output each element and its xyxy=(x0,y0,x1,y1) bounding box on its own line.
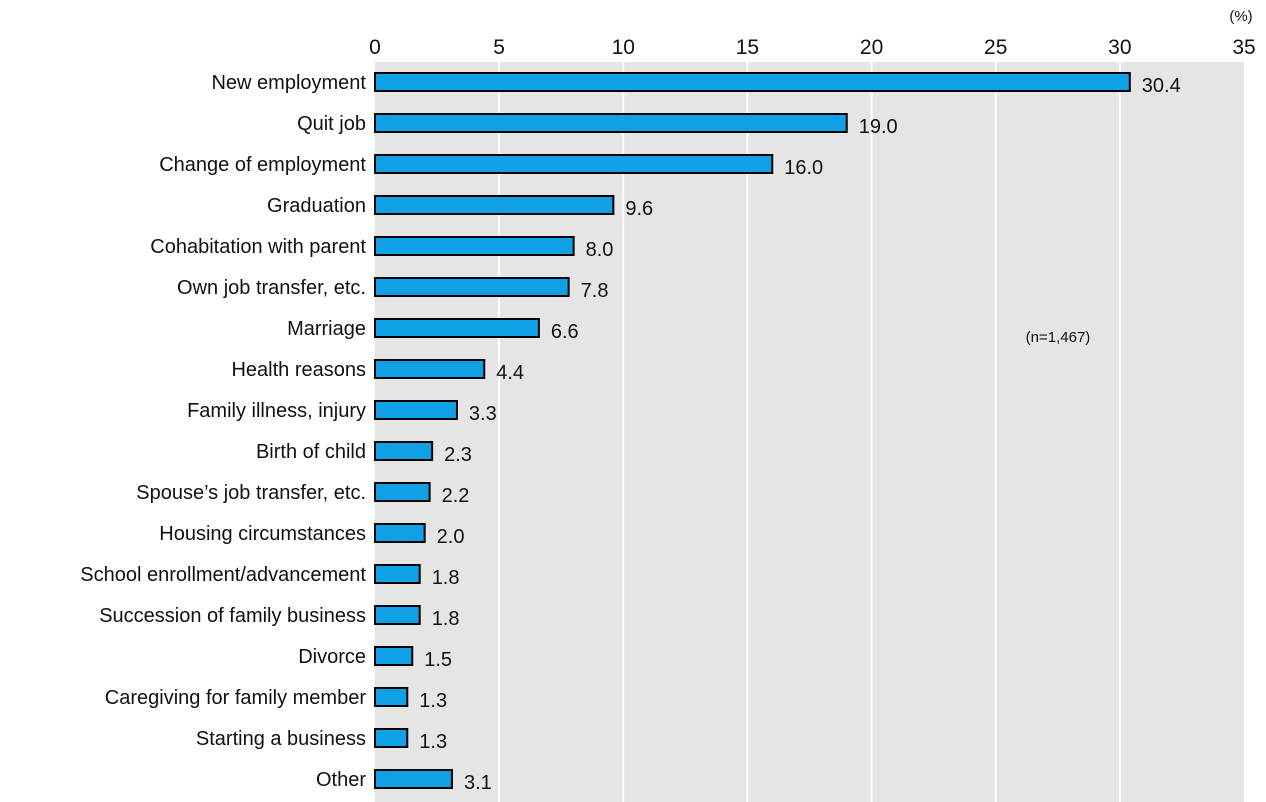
value-label: 3.1 xyxy=(464,772,492,794)
category-label: Graduation xyxy=(267,195,366,217)
category-label: Starting a business xyxy=(196,728,366,750)
category-labels: New employment Quit job Change of employme… xyxy=(80,72,366,791)
category-label: Birth of child xyxy=(256,441,366,463)
bar xyxy=(374,646,414,666)
category-label: Quit job xyxy=(297,113,366,135)
bar xyxy=(374,482,431,502)
bar xyxy=(374,564,421,584)
bar xyxy=(374,195,615,215)
x-tick-label: 30 xyxy=(1108,36,1131,59)
value-label: 6.6 xyxy=(551,321,579,343)
bar xyxy=(374,605,421,625)
value-label: 8.0 xyxy=(586,239,614,261)
bar xyxy=(374,277,570,297)
category-label: Marriage xyxy=(287,318,366,340)
value-label: 2.0 xyxy=(437,526,465,548)
x-tick-label: 0 xyxy=(369,36,381,59)
sample-size-note: (n=1,467) xyxy=(1026,329,1091,346)
value-label: 30.4 xyxy=(1142,75,1181,97)
bar xyxy=(374,769,453,789)
value-label: 1.8 xyxy=(432,567,460,589)
category-label: Family illness, injury xyxy=(187,400,366,422)
category-label: Caregiving for family member xyxy=(105,687,367,709)
plot-background xyxy=(375,62,1244,802)
x-axis-ticks: 0 5 10 15 20 25 30 35 xyxy=(369,36,1256,59)
value-label: 19.0 xyxy=(859,116,898,138)
value-label: 16.0 xyxy=(784,157,823,179)
value-label: 3.3 xyxy=(469,403,497,425)
value-label: 1.5 xyxy=(424,649,452,671)
value-label: 1.3 xyxy=(419,731,447,753)
category-label: Own job transfer, etc. xyxy=(177,277,366,299)
bar xyxy=(374,318,540,338)
value-label: 7.8 xyxy=(581,280,609,302)
bar xyxy=(374,154,774,174)
bar xyxy=(374,441,434,461)
category-label: Spouse’s job transfer, etc. xyxy=(136,482,366,504)
bar xyxy=(374,400,458,420)
value-label: 1.8 xyxy=(432,608,460,630)
category-label: Other xyxy=(316,769,366,791)
value-label: 1.3 xyxy=(419,690,447,712)
x-tick-label: 10 xyxy=(612,36,635,59)
x-tick-label: 20 xyxy=(860,36,883,59)
category-label: Housing circumstances xyxy=(159,523,366,545)
bar xyxy=(374,359,486,379)
x-tick-label: 35 xyxy=(1232,36,1255,59)
bar xyxy=(374,687,409,707)
bar xyxy=(374,236,575,256)
bars xyxy=(374,72,1131,789)
value-label: 2.2 xyxy=(442,485,470,507)
category-label: Divorce xyxy=(298,646,366,668)
bar xyxy=(374,728,409,748)
category-label: School enrollment/advancement xyxy=(80,564,366,586)
value-label: 9.6 xyxy=(625,198,653,220)
category-label: Cohabitation with parent xyxy=(150,236,366,258)
category-label: Succession of family business xyxy=(99,605,366,627)
value-labels: 30.4 19.0 16.0 9.6 8.0 7.86.6 4.4 3.3 2.3 2.2 2.0 1… xyxy=(419,75,1180,794)
category-label: New employment xyxy=(211,72,366,94)
x-tick-label: 15 xyxy=(736,36,759,59)
grid-lines xyxy=(498,62,1121,802)
category-label: Change of employment xyxy=(159,154,366,176)
unit-label: (%) xyxy=(1229,8,1252,25)
x-tick-label: 5 xyxy=(493,36,505,59)
bar xyxy=(374,72,1131,92)
category-label: Health reasons xyxy=(231,359,366,381)
bar xyxy=(374,113,848,133)
value-label: 4.4 xyxy=(496,362,524,384)
bar xyxy=(374,523,426,543)
value-label: 2.3 xyxy=(444,444,472,466)
x-tick-label: 25 xyxy=(984,36,1007,59)
